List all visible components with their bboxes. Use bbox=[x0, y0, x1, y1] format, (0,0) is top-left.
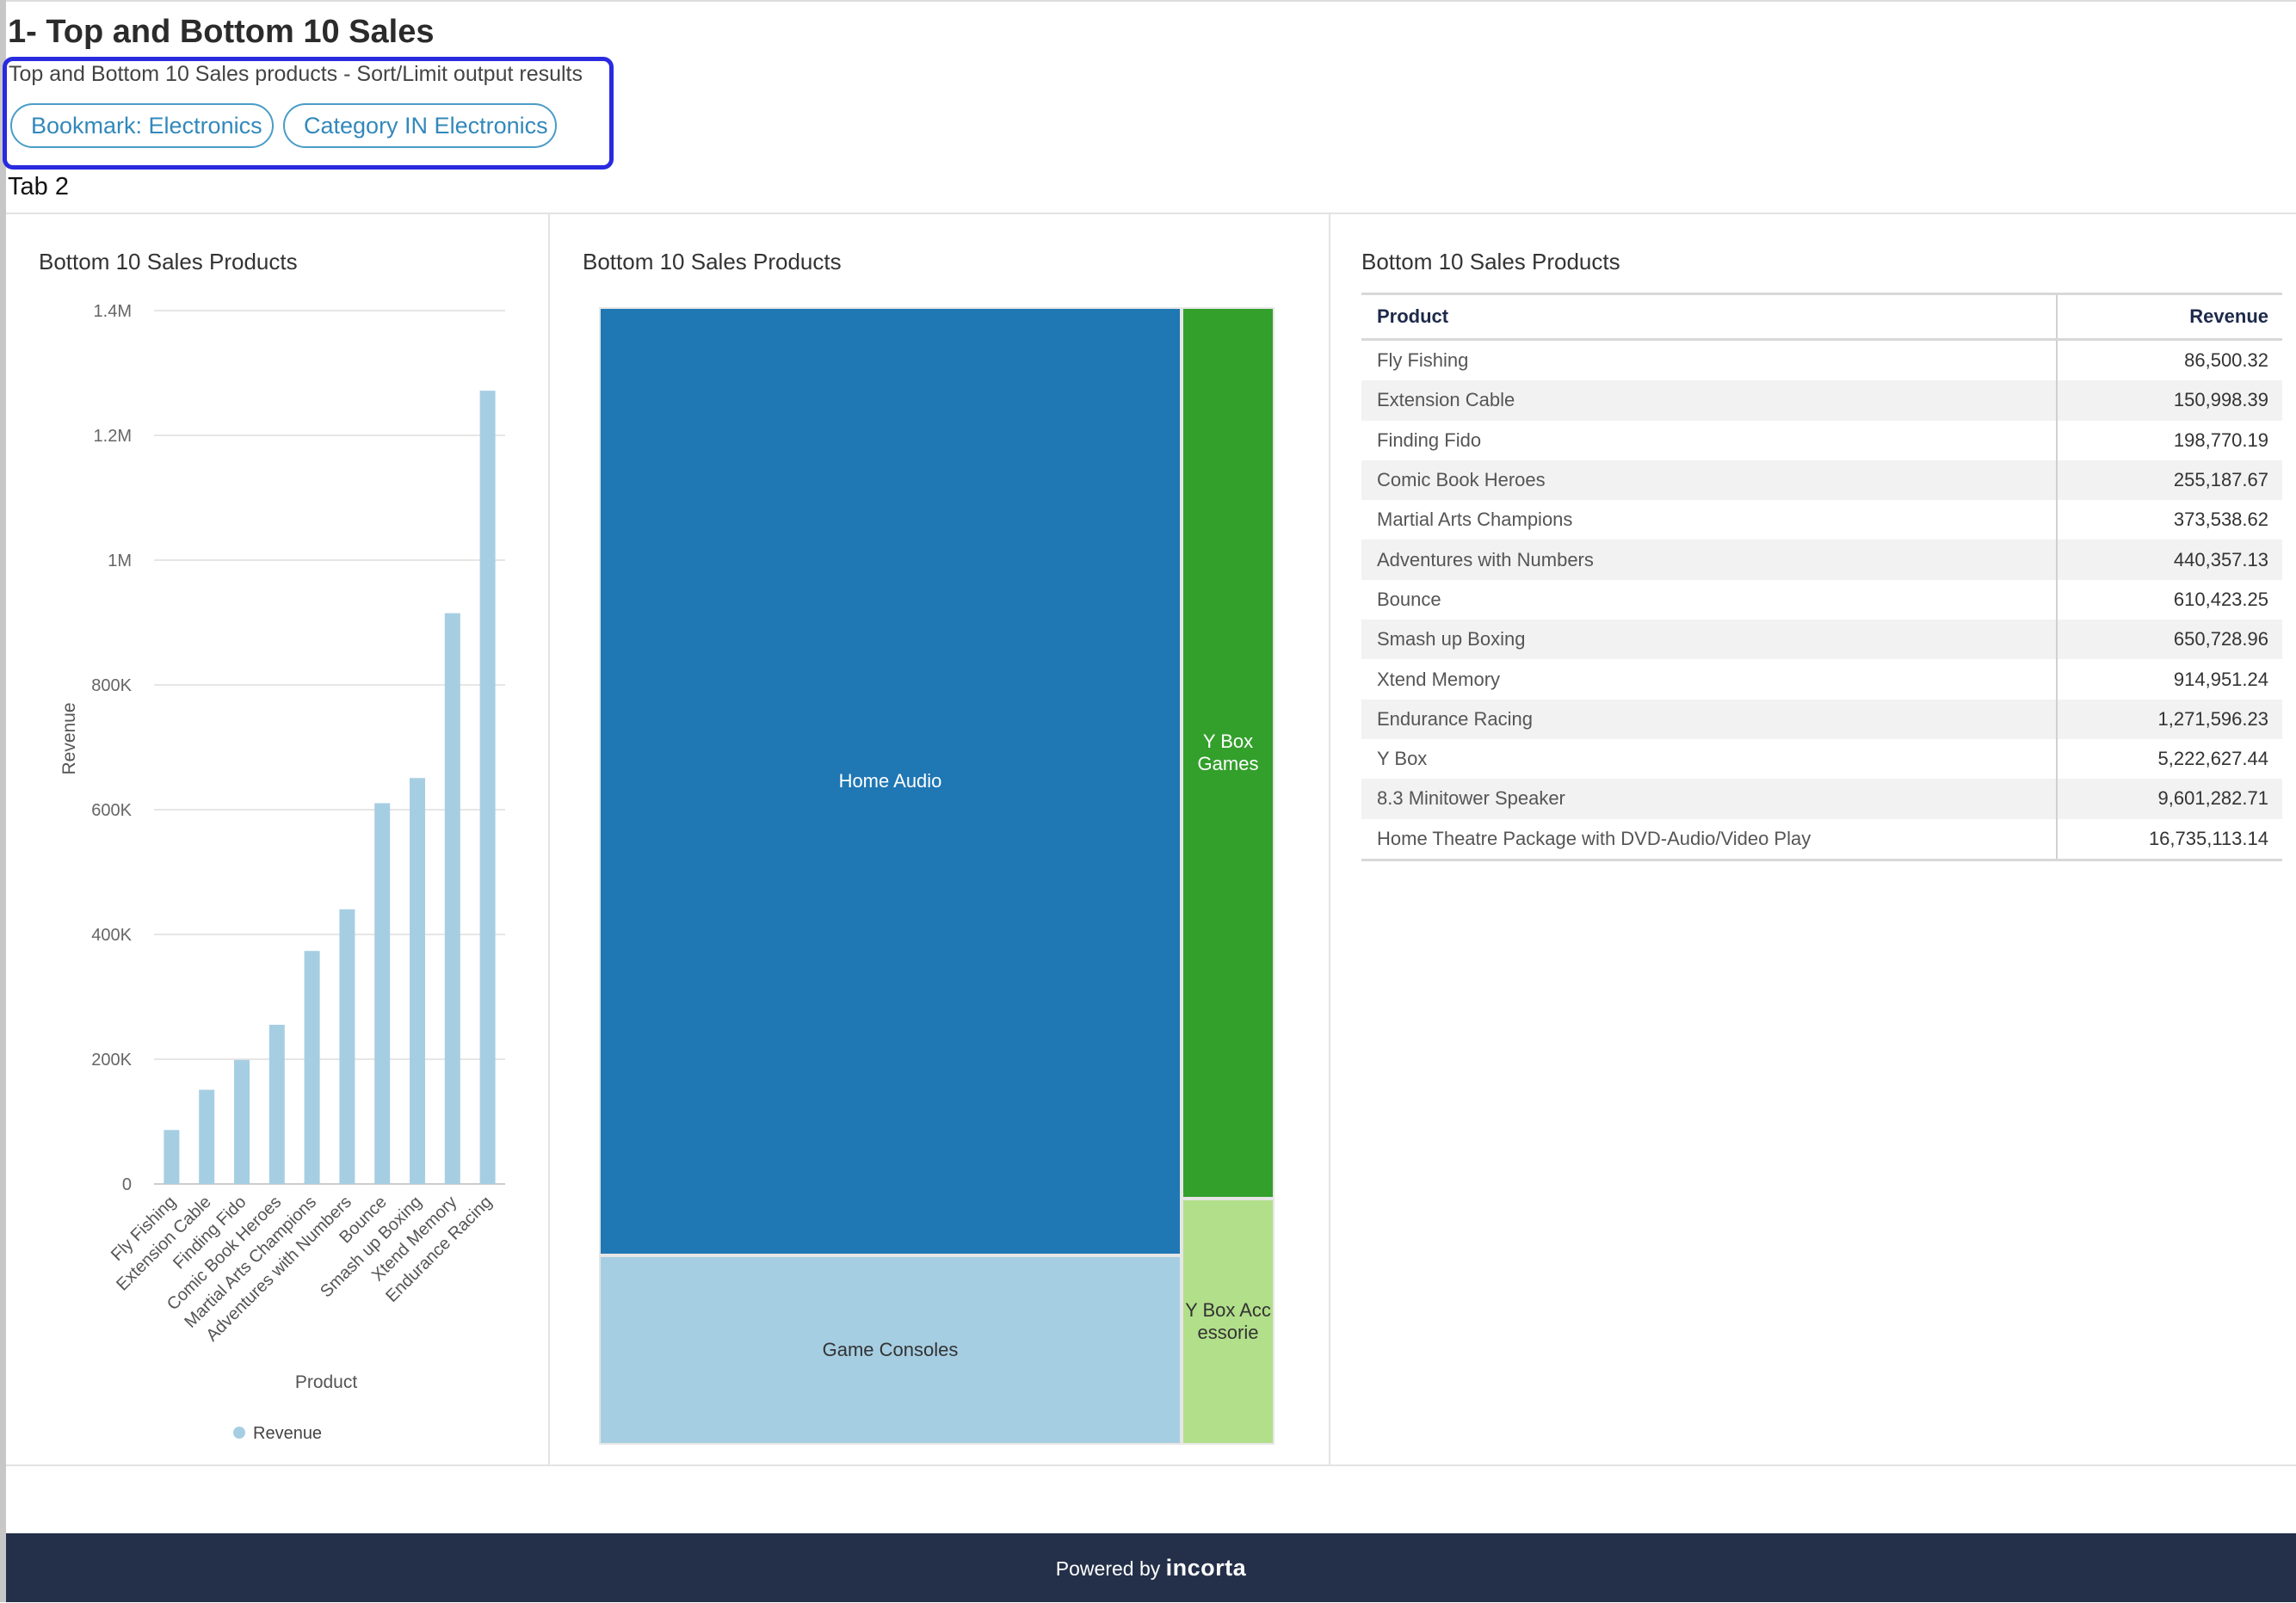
table-row: Y Box 5,222,627.44 bbox=[1361, 738, 2282, 780]
dashboard-description: Top and Bottom 10 Sales products - Sort/… bbox=[9, 62, 583, 86]
bar-chart-title: Bottom 10 Sales Products bbox=[39, 249, 298, 274]
footer-prefix: Powered by bbox=[1055, 1557, 1161, 1580]
table-row: Smash up Boxing 650,728.96 bbox=[1361, 620, 2282, 660]
product-cell: Martial Arts Champions bbox=[1377, 509, 1573, 531]
bar[interactable] bbox=[199, 1089, 215, 1184]
revenue-table: Product Revenue Fly Fishing 86,500.32 Ext… bbox=[1361, 293, 2282, 861]
product-cell: Finding Fido bbox=[1377, 428, 1482, 451]
product-cell: Bounce bbox=[1377, 588, 1441, 610]
filter-pill-bookmark[interactable]: Bookmark: Electronics bbox=[10, 103, 274, 148]
treemap-label-game-consoles: Game Consoles bbox=[822, 1339, 959, 1360]
y-tick-label: 1.4M bbox=[94, 302, 132, 321]
table-row: Martial Arts Champions 373,538.62 bbox=[1361, 500, 2282, 540]
x-axis-title: Product bbox=[295, 1372, 358, 1392]
bar[interactable] bbox=[164, 1130, 180, 1184]
table-row: Adventures with Numbers 440,357.13 bbox=[1361, 539, 2282, 580]
revenue-cell: 1,271,596.23 bbox=[2056, 699, 2282, 739]
table-row: Fly Fishing 86,500.32 bbox=[1361, 339, 2282, 381]
column-header-product[interactable]: Product bbox=[1361, 293, 2057, 341]
table-row: Comic Book Heroes 255,187.67 bbox=[1361, 459, 2282, 501]
revenue-cell: 440,357.13 bbox=[2056, 539, 2282, 580]
product-cell: Comic Book Heroes bbox=[1361, 459, 2057, 501]
table-row: Home Theatre Package with DVD-Audio/Vide… bbox=[1361, 818, 2282, 861]
revenue-cell: 16,735,113.14 bbox=[2056, 818, 2282, 861]
revenue-cell: 650,728.96 bbox=[2056, 620, 2282, 660]
table-header-row: Product Revenue bbox=[1361, 293, 2282, 341]
revenue-cell: 198,770.19 bbox=[2056, 420, 2282, 460]
treemap-label-y-box-accessories: Y Box Accessorie bbox=[1185, 1299, 1271, 1343]
treemap-label-y-box-games: Y Box Games bbox=[1197, 731, 1259, 774]
dashboard-title: 1- Top and Bottom 10 Sales bbox=[8, 14, 435, 50]
treemap-label-home-audio: Home Audio bbox=[838, 770, 942, 792]
revenue-cell: 610,423.25 bbox=[2056, 579, 2282, 620]
bar[interactable] bbox=[410, 778, 425, 1184]
bar[interactable] bbox=[234, 1059, 250, 1184]
top-border bbox=[0, 0, 2296, 2]
footer-bar: Powered by incorta bbox=[6, 1533, 2296, 1602]
product-cell: 8.3 Minitower Speaker bbox=[1361, 779, 2057, 819]
left-border bbox=[0, 0, 6, 1602]
treemap-cell-game-consoles[interactable]: Game Consoles bbox=[599, 1255, 1182, 1445]
bar[interactable] bbox=[374, 803, 391, 1184]
incorta-logo[interactable]: incorta bbox=[1165, 1555, 1247, 1581]
y-tick-label: 1.2M bbox=[94, 427, 132, 446]
legend-label[interactable]: Revenue bbox=[253, 1424, 322, 1443]
table-row: 8.3 Minitower Speaker 9,601,282.71 bbox=[1361, 779, 2282, 819]
table-row: Endurance Racing 1,271,596.23 bbox=[1361, 699, 2282, 739]
y-tick-label: 1M bbox=[108, 552, 132, 570]
y-axis-title: Revenue bbox=[59, 702, 79, 774]
product-cell: Adventures with Numbers bbox=[1361, 539, 2057, 580]
y-tick-label: 0 bbox=[122, 1175, 132, 1194]
revenue-cell: 86,500.32 bbox=[2056, 339, 2282, 381]
table-panel: Bottom 10 Sales Products Product Revenue… bbox=[1330, 213, 2296, 1466]
y-tick-label: 400K bbox=[91, 926, 132, 945]
revenue-cell: 5,222,627.44 bbox=[2056, 738, 2282, 780]
product-cell: Endurance Racing bbox=[1361, 699, 2057, 739]
revenue-cell: 914,951.24 bbox=[2056, 659, 2282, 700]
table-row: Extension Cable 150,998.39 bbox=[1361, 380, 2282, 421]
treemap-cell-y-box-accessories[interactable]: Y Box Accessorie bbox=[1182, 1199, 1275, 1445]
product-cell: Home Theatre Package with DVD-Audio/Vide… bbox=[1361, 818, 2057, 861]
bar[interactable] bbox=[479, 391, 496, 1184]
bar[interactable] bbox=[444, 613, 460, 1184]
tab-2[interactable]: Tab 2 bbox=[8, 173, 69, 200]
treemap-cell-y-box-games[interactable]: Y Box Games bbox=[1182, 307, 1275, 1199]
product-cell: Y Box bbox=[1377, 748, 1428, 770]
treemap-cell-home-audio[interactable]: Home Audio bbox=[599, 307, 1182, 1255]
footer-text: Powered by incorta bbox=[6, 1533, 2296, 1602]
revenue-cell: 9,601,282.71 bbox=[2056, 779, 2282, 819]
y-tick-label: 800K bbox=[91, 676, 132, 695]
y-tick-label: 200K bbox=[91, 1051, 132, 1070]
table-row: Finding Fido 198,770.19 bbox=[1361, 420, 2282, 460]
product-cell: Extension Cable bbox=[1361, 380, 2057, 421]
table-row: Bounce 610,423.25 bbox=[1361, 579, 2282, 620]
bar[interactable] bbox=[268, 1024, 285, 1184]
table-row: Xtend Memory 914,951.24 bbox=[1361, 659, 2282, 700]
bar-chart-panel: Bottom 10 Sales Products 0 200K 400K 600K 80… bbox=[6, 213, 550, 1466]
product-cell: Smash up Boxing bbox=[1361, 620, 2057, 660]
product-cell: Fly Fishing bbox=[1377, 349, 1469, 372]
y-tick-label: 600K bbox=[91, 801, 132, 820]
filter-pill-category[interactable]: Category IN Electronics bbox=[283, 103, 557, 148]
revenue-cell: 150,998.39 bbox=[2056, 380, 2282, 421]
table-title: Bottom 10 Sales Products bbox=[1361, 249, 1620, 274]
bar[interactable] bbox=[304, 951, 320, 1184]
revenue-cell: 373,538.62 bbox=[2056, 500, 2282, 540]
revenue-cell: 255,187.67 bbox=[2056, 459, 2282, 501]
product-cell: Xtend Memory bbox=[1377, 668, 1501, 690]
highlight-box bbox=[3, 57, 614, 170]
bar[interactable] bbox=[339, 909, 355, 1184]
legend-swatch bbox=[233, 1427, 245, 1439]
column-header-revenue[interactable]: Revenue bbox=[2056, 293, 2282, 341]
treemap-panel: Bottom 10 Sales Products Home Audio Game… bbox=[550, 213, 1330, 1466]
treemap-title: Bottom 10 Sales Products bbox=[583, 249, 842, 274]
